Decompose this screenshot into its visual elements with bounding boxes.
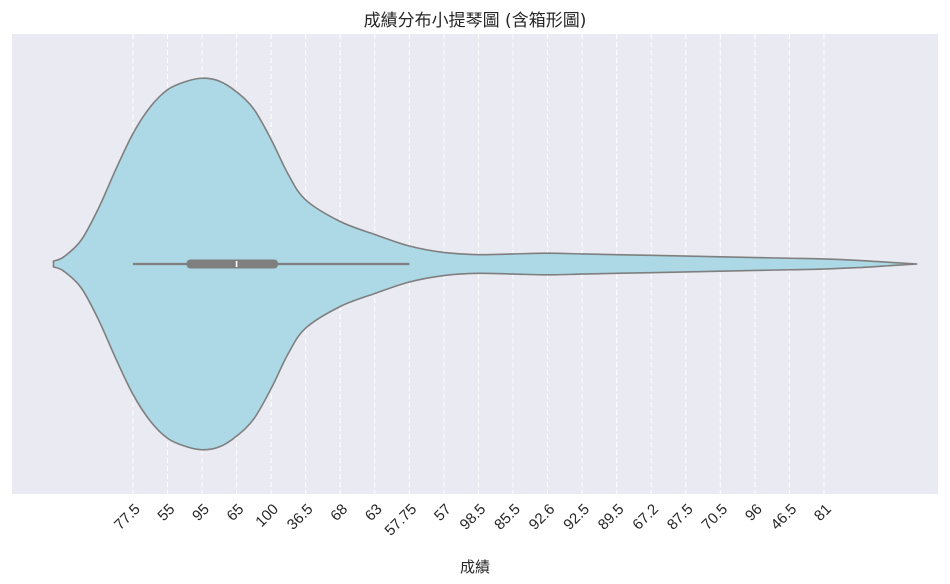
x-tick-label: 70.5 [698, 501, 731, 534]
x-axis-label: 成績 [460, 558, 490, 576]
x-tick-label: 67.2 [629, 501, 662, 534]
box-plot [132, 259, 410, 269]
x-tick-label: 87.5 [664, 501, 697, 534]
x-tick-label: 65 [224, 501, 248, 525]
iqr-box [186, 259, 279, 269]
x-tick-label: 77.5 [111, 501, 144, 534]
x-tick-label: 81 [811, 501, 835, 525]
x-tick-label: 96 [742, 501, 766, 525]
x-tick-label: 55 [154, 501, 178, 525]
chart-title: 成績分布小提琴圖 (含箱形圖) [364, 11, 587, 31]
x-tick-label: 36.5 [284, 501, 317, 534]
x-tick-label: 57 [431, 501, 455, 525]
x-tick-label: 92.6 [526, 501, 559, 534]
x-tick-label: 63 [362, 501, 386, 525]
x-tick-label: 46.5 [768, 501, 801, 534]
x-tick-label: 95 [189, 501, 213, 525]
x-tick-label: 92.5 [560, 501, 593, 534]
x-tick-label: 100 [252, 501, 282, 531]
x-tick-label: 57.75 [382, 501, 421, 540]
x-tick-label: 85.5 [491, 501, 524, 534]
x-tick-label: 98.5 [457, 501, 490, 534]
x-tick-label: 68 [327, 501, 351, 525]
violin-shape [52, 77, 918, 451]
x-tick-label: 89.5 [595, 501, 628, 534]
